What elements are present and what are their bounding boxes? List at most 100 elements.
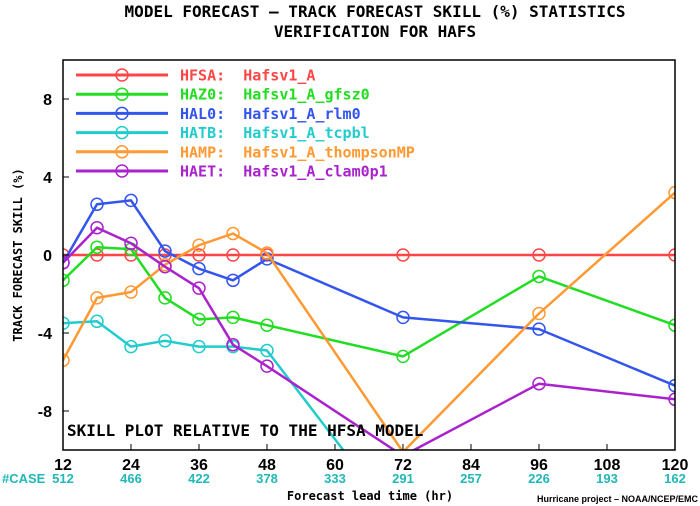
series-0 (63, 248, 675, 262)
series-point-1-8 (532, 269, 546, 284)
series-5 (63, 220, 675, 450)
series-point-5-6 (260, 359, 274, 373)
x-axis-label: Forecast lead time (hr) (287, 489, 453, 503)
series-point-5-1 (90, 220, 104, 235)
case-count-2: 422 (188, 471, 210, 486)
chart-title: MODEL FORECAST – TRACK FORECAST SKILL (%… (125, 2, 626, 21)
series-point-3-0 (63, 316, 70, 330)
series-point-2-7 (396, 310, 410, 325)
series-line-3 (63, 320, 345, 450)
series-point-2-8 (532, 322, 546, 336)
series-point-2-3 (158, 244, 172, 258)
legend-label-5: HAET: Hafsv1_A_clam0p1 (180, 163, 388, 181)
case-count-5: 291 (392, 471, 414, 486)
legend-label-1: HAZ0: Hafsv1_A_gfsz0 (180, 86, 370, 104)
case-label: #CASE (2, 471, 46, 486)
series-point-3-4 (192, 339, 206, 354)
series-point-1-4 (192, 312, 206, 327)
series-point-4-0 (63, 353, 70, 368)
x-tick-label-5: 72 (394, 457, 412, 474)
series-point-1-9 (668, 318, 675, 332)
series-point-4-1 (90, 291, 104, 305)
series-point-4-5 (226, 226, 240, 241)
y-tick-label-4: -8 (38, 404, 52, 421)
series-4 (63, 185, 675, 450)
legend-label-0: HFSA: Hafsv1_A (180, 67, 315, 85)
case-count-9: 162 (664, 471, 686, 486)
series-layer (63, 185, 675, 450)
case-count-8: 193 (596, 471, 618, 486)
series-point-1-7 (396, 349, 410, 364)
chart-subtitle: VERIFICATION FOR HAFS (274, 22, 476, 41)
series-point-1-0 (63, 273, 70, 288)
series-point-3-3 (158, 334, 172, 348)
case-count-6: 257 (460, 471, 482, 486)
series-point-5-4 (192, 281, 206, 295)
series-point-0-7 (396, 248, 410, 262)
series-point-0-8 (532, 248, 546, 262)
case-count-4: 333 (324, 471, 346, 486)
series-point-2-4 (192, 261, 206, 276)
legend-marker-1 (115, 87, 129, 101)
series-point-5-8 (532, 376, 546, 391)
x-tick-label-9: 120 (662, 457, 689, 474)
series-point-0-5 (226, 248, 240, 262)
x-tick-label-0: 12 (54, 457, 72, 474)
y-tick-label-0: 8 (43, 92, 52, 109)
x-tick-label-6: 84 (462, 457, 480, 474)
case-count-3: 378 (256, 471, 278, 486)
legend-label-3: HATB: Hafsv1_A_tcpbl (180, 124, 370, 142)
x-tick-label-4: 60 (326, 457, 344, 474)
series-point-0-9 (668, 248, 675, 262)
case-counts: 512 466 422 378 333 291 257 226 193 162 (52, 471, 686, 486)
case-count-0: 512 (52, 471, 74, 486)
series-point-0-4 (192, 248, 206, 262)
x-tick-label-7: 96 (530, 457, 548, 474)
series-line-5 (63, 226, 675, 450)
legend-marker-3 (115, 125, 129, 140)
legend-marker-5 (115, 164, 129, 178)
legend-marker-2 (115, 106, 129, 121)
case-count-7: 226 (528, 471, 550, 486)
series-point-2-2 (124, 193, 138, 208)
series-line-2 (63, 199, 675, 387)
series-point-4-9 (668, 185, 675, 200)
series-point-1-1 (90, 240, 104, 254)
series-point-1-5 (226, 310, 240, 325)
y-axis-label-group: TRACK FORECAST SKILL (%) (11, 168, 25, 341)
legend-label-4: HAMP: Hafsv1_A_thompsonMP (180, 143, 415, 161)
series-point-3-6 (260, 343, 274, 358)
series-point-2-9 (668, 378, 675, 393)
series-point-5-2 (124, 236, 138, 251)
legend-marker-4 (115, 145, 129, 159)
skill-annotation: SKILL PLOT RELATIVE TO THE HFSA MODEL (67, 421, 423, 440)
series-point-0-1 (90, 248, 104, 262)
series-point-2-5 (226, 273, 240, 288)
series-point-5-5 (226, 337, 240, 352)
x-tick-label-8: 108 (594, 457, 621, 474)
legend-marker-0 (115, 68, 129, 82)
credit-text: Hurricane project – NOAA/NCEP/EMC (537, 494, 699, 504)
series-point-1-6 (260, 318, 274, 332)
series-point-5-9 (668, 392, 675, 407)
series-point-3-2 (124, 339, 138, 354)
series-point-5-0 (63, 256, 70, 270)
series-point-4-4 (192, 238, 206, 252)
series-point-4-2 (124, 285, 138, 299)
series-line-4 (63, 191, 675, 450)
series-point-1-3 (158, 291, 172, 305)
series-point-5-3 (158, 259, 172, 274)
y-tick-label-3: -4 (38, 326, 52, 343)
x-tick-label-3: 48 (258, 457, 276, 474)
series-point-2-1 (90, 197, 104, 212)
series-point-4-8 (532, 306, 546, 321)
legend-label-2: HAL0: Hafsv1_A_rlm0 (180, 105, 361, 123)
y-tick-label-1: 4 (43, 170, 52, 187)
y-axis-label: TRACK FORECAST SKILL (%) (11, 168, 25, 341)
series-point-3-1 (90, 314, 104, 329)
case-count-1: 466 (120, 471, 142, 486)
series-point-4-6 (260, 246, 274, 260)
